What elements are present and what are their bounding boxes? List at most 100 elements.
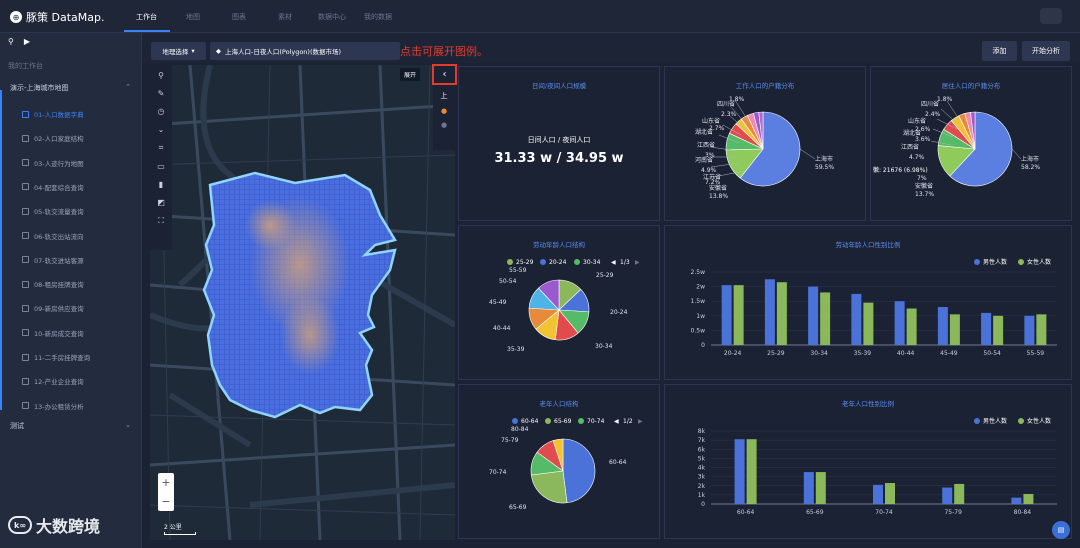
bar[interactable]	[894, 301, 905, 345]
start-analysis-button[interactable]: 开始分析	[1022, 41, 1070, 61]
bar[interactable]	[820, 292, 831, 345]
sidebar-item-3[interactable]: 03-人迹行为地图	[22, 156, 137, 170]
bar[interactable]	[993, 315, 1004, 345]
book-icon[interactable]: ▮	[158, 180, 164, 189]
bar[interactable]	[981, 312, 992, 345]
old-bar-chart[interactable]: 男性人数 女性人数 0 1k 2k 3k 4k 5k 6k 7k 8k 60-64 65-69 70-74…	[665, 385, 1073, 540]
pie-slice[interactable]	[552, 438, 564, 472]
sidebar-item-9[interactable]: 09-新房供应查询	[22, 301, 137, 315]
legend-label[interactable]: 30-34	[583, 259, 601, 266]
layer-dot-icon[interactable]: ●	[440, 107, 448, 115]
play-icon[interactable]: ▶	[23, 37, 31, 46]
ruler-icon[interactable]: ▭	[157, 162, 165, 171]
bar[interactable]	[808, 286, 819, 345]
pie-slice[interactable]	[758, 111, 764, 150]
sidebar-item-1[interactable]: 01-人口数据字典	[22, 107, 137, 121]
draw-icon[interactable]: ✎	[157, 89, 165, 98]
search-icon[interactable]: ⚲	[8, 37, 14, 46]
nav-assets[interactable]: 素材	[278, 13, 292, 21]
bar[interactable]	[937, 307, 948, 345]
sidebar-item-4[interactable]: 04-配套综合查询	[22, 180, 137, 194]
nav-my-data[interactable]: 我的数据	[364, 13, 392, 21]
folder-test[interactable]: 测试 ⌄	[10, 421, 135, 431]
logo[interactable]: ⊕ 豚策 DataMap.	[10, 9, 104, 25]
legend-label[interactable]: 25-29	[516, 259, 534, 266]
add-button[interactable]: 添加	[982, 41, 1017, 61]
legend-next-icon[interactable]: ▶	[638, 418, 643, 425]
bar[interactable]	[885, 483, 895, 504]
bar[interactable]	[1011, 497, 1022, 504]
sidebar-item-11[interactable]: 11-二手房挂牌查询	[22, 350, 137, 364]
work-pie[interactable]: 四川省 1.8% 2.3% 山东省 2.7% 湖北省 3% 江西省 河南省 4.…	[665, 67, 867, 222]
legend-prev-icon[interactable]: ◀	[614, 418, 619, 425]
layer-dot-icon-2[interactable]: ●	[440, 121, 448, 129]
pie-slice[interactable]	[739, 111, 801, 187]
bar[interactable]	[764, 279, 775, 345]
legend-next-icon[interactable]: ▶	[635, 259, 640, 266]
legend-label[interactable]: 女性人数	[1027, 417, 1051, 425]
bar[interactable]	[863, 302, 874, 345]
zoom-out-button[interactable]: −	[161, 495, 171, 508]
bar[interactable]	[873, 484, 883, 504]
bar[interactable]	[776, 282, 787, 345]
bar[interactable]	[851, 293, 862, 345]
pie-slice[interactable]	[949, 111, 1013, 187]
bar[interactable]	[734, 439, 745, 504]
pie-slice[interactable]	[530, 470, 568, 504]
bar[interactable]	[1036, 314, 1047, 345]
legend-label[interactable]: 60-64	[521, 418, 539, 425]
sidebar-item-8[interactable]: 08-租房挂牌查询	[22, 277, 137, 291]
map-view[interactable]: ⚲ ✎ ◷ ⌄ ⌗ ▭ ▮ ◩ ⛶ 上 ● ● + − 2 公里	[150, 65, 455, 540]
bar[interactable]	[954, 483, 965, 504]
legend-prev-icon[interactable]: ◀	[611, 259, 616, 266]
bar[interactable]	[1023, 493, 1034, 504]
legend-label[interactable]: 男性人数	[983, 258, 1007, 266]
legend-label[interactable]: 65-69	[554, 418, 572, 425]
pie-slice[interactable]	[970, 111, 976, 150]
layers-icon[interactable]: ◩	[157, 198, 165, 207]
bar[interactable]	[803, 472, 814, 504]
bar[interactable]	[733, 285, 744, 345]
bar[interactable]	[949, 314, 960, 345]
folder-demo[interactable]: 演示-上海城市地图 ⌃	[10, 83, 135, 93]
bar[interactable]	[942, 487, 953, 504]
bar[interactable]	[815, 472, 826, 504]
layer-tab[interactable]: ◆ 上海人口-日夜人口(Polygon)(数据市场)	[210, 42, 400, 60]
nav-workbench[interactable]: 工作台	[136, 13, 157, 21]
fullscreen-icon[interactable]: ⛶	[158, 216, 164, 225]
nav-map[interactable]: 地图	[186, 13, 200, 21]
sidebar-item-12[interactable]: 12-产业企业查询	[22, 374, 137, 388]
chevron-down-icon[interactable]: ⌄	[157, 125, 165, 134]
sidebar-item-7[interactable]: 07-轨交进站客源	[22, 253, 137, 267]
bar[interactable]	[721, 285, 732, 345]
labor-pie[interactable]: 25-29 20-24 30-34 ◀ 1/3 ▶ 55-59 25-29 50…	[459, 226, 661, 381]
pie-slice[interactable]	[562, 438, 596, 504]
pie-slice[interactable]	[538, 279, 560, 311]
geo-select-button[interactable]: 地理选择 ▾	[151, 42, 206, 60]
bar[interactable]	[1024, 315, 1035, 345]
avatar[interactable]	[1040, 8, 1062, 24]
labor-bar-chart[interactable]: 男性人数 女性人数 0 0.5w 1w 1.5w 2w 2.5w 20-24 25-29 30-34…	[665, 226, 1073, 381]
sidebar-item-2[interactable]: 02-人口家庭结构	[22, 131, 137, 145]
bar[interactable]	[746, 439, 757, 504]
sidebar-item-13[interactable]: 13-办公租赁分析	[22, 399, 137, 413]
search-icon[interactable]: ⚲	[158, 71, 164, 80]
legend-label[interactable]: 女性人数	[1027, 258, 1051, 266]
legend-expand-button[interactable]: ‹	[432, 64, 457, 85]
zoom-in-button[interactable]: +	[161, 476, 171, 489]
clock-icon[interactable]: ◷	[157, 107, 165, 116]
chat-icon[interactable]: ▤	[1052, 521, 1070, 539]
crop-icon[interactable]: ⌗	[158, 143, 164, 152]
bar[interactable]	[906, 308, 917, 346]
resident-pie[interactable]: 四川省 1.8% 2.4% 山东省 2.6% 湖北省 3.6% 江西省 4.7%…	[871, 67, 1073, 222]
sidebar-item-10[interactable]: 10-新房成交查询	[22, 326, 137, 340]
legend-label[interactable]: 男性人数	[983, 417, 1007, 425]
legend-label[interactable]: 70-74	[587, 418, 605, 425]
legend-label[interactable]: 20-24	[549, 259, 567, 266]
old-pie[interactable]: 60-64 65-69 70-74 ◀ 1/2 ▶ 80-84 75-79 60…	[459, 385, 661, 540]
y-tick-label: 2w	[696, 284, 705, 291]
sidebar-item-6[interactable]: 06-轨交出站流向	[22, 229, 137, 243]
nav-chart[interactable]: 图表	[232, 13, 246, 21]
nav-data-center[interactable]: 数据中心	[318, 13, 346, 21]
sidebar-item-5[interactable]: 05-轨交流量查询	[22, 204, 137, 218]
